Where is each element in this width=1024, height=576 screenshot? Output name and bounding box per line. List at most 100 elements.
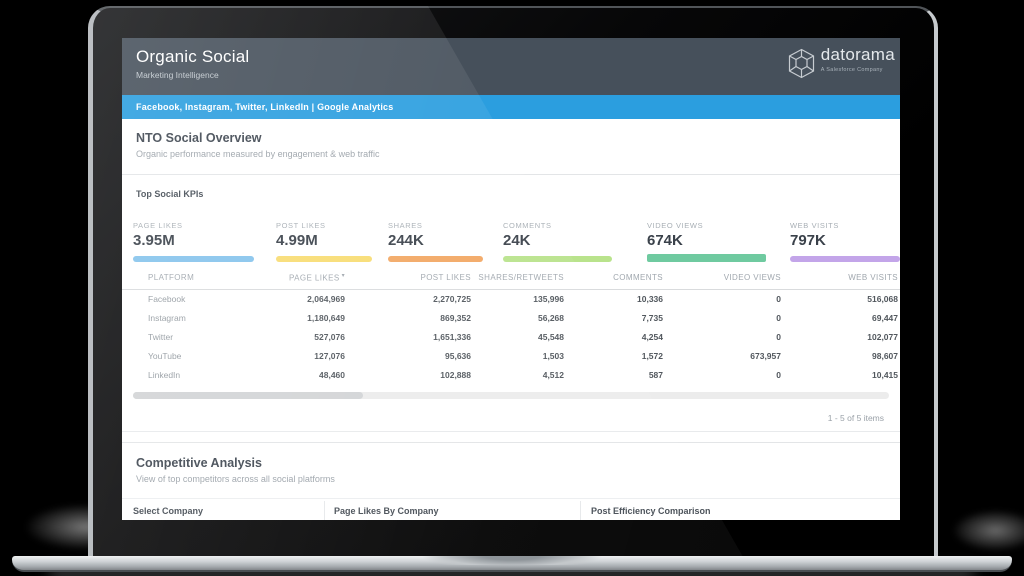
kpi-color-bar (790, 256, 900, 262)
horizontal-scrollbar[interactable] (133, 392, 889, 399)
kpi-card-shares: SHARES 244K (388, 221, 483, 262)
value-cell: 0 (776, 331, 781, 342)
kpi-color-bar (647, 254, 766, 262)
page-subtitle: Marketing Intelligence (136, 70, 219, 80)
table-row-twitter[interactable]: Twitter 527,076 1,651,336 45,548 4,254 0… (122, 327, 900, 346)
pagination-status: 1 - 5 of 5 items (122, 404, 900, 432)
value-cell: 1,572 (641, 350, 663, 361)
value-cell: 1,651,336 (433, 331, 471, 342)
kpi-label: SHARES (388, 221, 423, 230)
value-cell: 673,957 (750, 350, 781, 361)
value-cell: 135,996 (533, 293, 564, 304)
competitive-section-header: Competitive Analysis View of top competi… (122, 442, 900, 484)
table-row-youtube[interactable]: YouTube 127,076 95,636 1,503 1,572 673,9… (122, 346, 900, 365)
kpi-value: 797K (790, 232, 826, 249)
kpi-value: 4.99M (276, 232, 318, 249)
value-cell: 127,076 (314, 350, 345, 361)
panel-divider (580, 501, 581, 520)
brand-tagline: A Salesforce Company (820, 66, 883, 73)
scrollbar-thumb[interactable] (133, 392, 363, 399)
value-cell: 102,077 (867, 331, 898, 342)
app-header: Organic Social Marketing Intelligence da… (122, 38, 900, 95)
panel-title-page-likes-by-company: Page Likes By Company (334, 506, 439, 516)
value-cell: 2,270,725 (433, 293, 471, 304)
kpi-widget-title: Top Social KPIs (136, 189, 204, 199)
platform-cell: LinkedIn (148, 369, 181, 380)
kpi-row: PAGE LIKES 3.95M POST LIKES 4.99M SHARES… (122, 221, 900, 267)
value-cell: 4,512 (542, 369, 564, 380)
kpi-label: COMMENTS (503, 221, 552, 230)
platform-cell: Facebook (148, 293, 186, 304)
kpi-value: 24K (503, 232, 531, 249)
laptop-base (12, 556, 1012, 572)
table-row-linkedin[interactable]: LinkedIn 48,460 102,888 4,512 587 0 10,4… (122, 365, 900, 384)
platform-cell: Instagram (148, 312, 186, 323)
column-header-platform[interactable]: PLATFORM (122, 272, 232, 290)
value-cell: 0 (776, 369, 781, 380)
column-header-video-views[interactable]: VIDEO VIEWS (665, 272, 783, 290)
kpi-card-page-likes: PAGE LIKES 3.95M (133, 221, 254, 262)
value-cell: 56,268 (538, 312, 564, 323)
value-cell: 0 (776, 293, 781, 304)
dashboard-screen: Organic Social Marketing Intelligence da… (122, 38, 900, 520)
value-cell: 10,415 (872, 369, 898, 380)
platform-metrics-table: PLATFORM PAGE LIKES ▾ POST LIKES SHARES/R… (122, 272, 900, 384)
kpi-card-post-likes: POST LIKES 4.99M (276, 221, 372, 262)
kpi-card-video-views: VIDEO VIEWS 674K (647, 221, 766, 262)
value-cell: 587 (648, 369, 663, 380)
value-cell: 1,180,649 (307, 312, 345, 323)
page-title: Organic Social (136, 47, 250, 66)
competitive-subtitle: View of top competitors across all socia… (136, 474, 335, 484)
column-header-post-likes[interactable]: POST LIKES (347, 272, 473, 290)
brand-name: datorama (820, 45, 895, 64)
kpi-label: PAGE LIKES (133, 221, 183, 230)
kpi-card-web-visits: WEB VISITS 797K (790, 221, 900, 262)
kpi-label: POST LIKES (276, 221, 326, 230)
platform-cell: YouTube (148, 350, 182, 361)
value-cell: 102,888 (440, 369, 471, 380)
value-cell: 869,352 (440, 312, 471, 323)
value-cell: 48,460 (319, 369, 345, 380)
brand-text: datorama A Salesforce Company (820, 45, 895, 73)
value-cell: 95,636 (445, 350, 471, 361)
value-cell: 527,076 (314, 331, 345, 342)
column-header-comments[interactable]: COMMENTS (566, 272, 665, 290)
value-cell: 2,064,969 (307, 293, 345, 304)
brand-block: datorama A Salesforce Company (788, 45, 895, 79)
panel-title-select-company: Select Company (133, 506, 204, 516)
table-row-instagram[interactable]: Instagram 1,180,649 869,352 56,268 7,735… (122, 308, 900, 327)
column-header-shares-retweets[interactable]: SHARES/RETWEETS (473, 272, 566, 290)
sort-desc-icon: ▾ (341, 273, 345, 279)
table-row-facebook[interactable]: Facebook 2,064,969 2,270,725 135,996 10,… (122, 289, 900, 308)
kpi-color-bar (388, 256, 483, 262)
overview-section-header: NTO Social Overview Organic performance … (122, 119, 900, 175)
platform-cell: Twitter (148, 331, 174, 342)
desk-shadow-right (938, 503, 1024, 558)
overview-subtitle: Organic performance measured by engageme… (136, 149, 380, 159)
competitive-panels-row: Select Company Page Likes By Company Pos… (122, 498, 900, 520)
panel-title-post-efficiency-comparison: Post Efficiency Comparison (591, 506, 711, 516)
kpi-color-bar (503, 256, 612, 262)
kpi-card-comments: COMMENTS 24K (503, 221, 612, 262)
panel-divider (324, 501, 325, 520)
value-cell: 98,607 (872, 350, 898, 361)
kpi-value: 244K (388, 232, 424, 249)
value-cell: 10,336 (637, 293, 663, 304)
value-cell: 1,503 (542, 350, 564, 361)
value-cell: 4,254 (641, 331, 663, 342)
overview-title: NTO Social Overview (136, 131, 262, 145)
column-header-web-visits[interactable]: WEB VISITS (783, 272, 900, 290)
kpi-value: 674K (647, 232, 683, 249)
table-header-row: PLATFORM PAGE LIKES ▾ POST LIKES SHARES/R… (122, 272, 900, 290)
column-header-page-likes[interactable]: PAGE LIKES ▾ (232, 272, 347, 290)
kpi-color-bar (276, 256, 372, 262)
kpi-color-bar (133, 256, 254, 262)
value-cell: 516,068 (867, 293, 898, 304)
value-cell: 0 (776, 312, 781, 323)
data-sources-bar: Facebook, Instagram, Twitter, LinkedIn |… (122, 95, 900, 119)
kpi-label: VIDEO VIEWS (647, 221, 704, 230)
datorama-logo-icon (788, 48, 814, 79)
laptop-lid-notch (422, 556, 602, 565)
kpi-label: WEB VISITS (790, 221, 839, 230)
competitive-title: Competitive Analysis (136, 456, 262, 470)
